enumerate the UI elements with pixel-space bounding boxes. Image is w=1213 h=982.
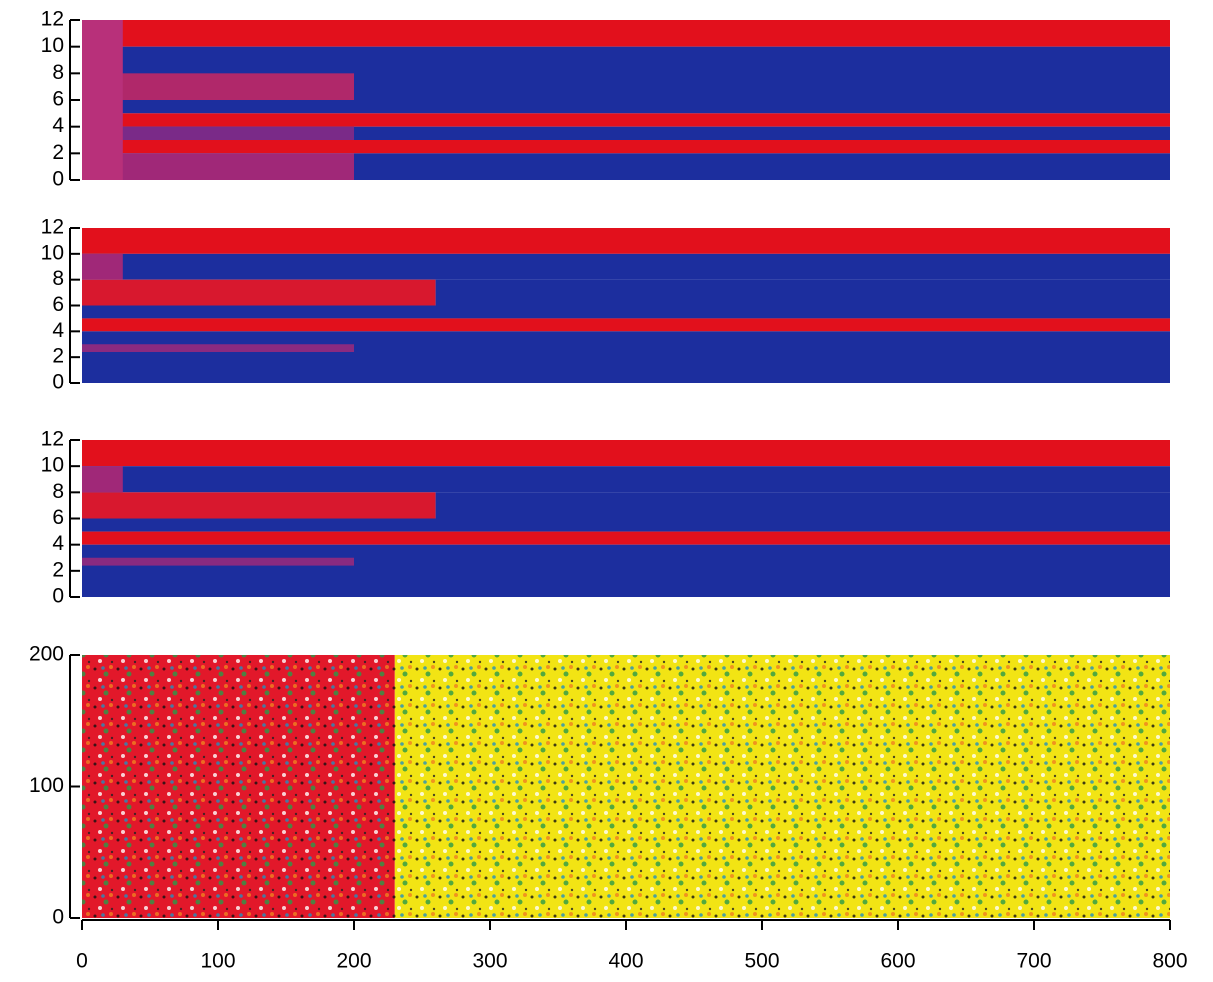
y-tick-label: 200 <box>29 643 64 666</box>
heat-cell <box>82 73 354 100</box>
x-tick-label: 200 <box>336 950 371 973</box>
heat-cell <box>82 279 436 306</box>
heat-cell <box>109 126 354 140</box>
heat-cell <box>82 544 1170 597</box>
y-tick-label: 6 <box>52 506 64 529</box>
x-tick-label: 0 <box>76 950 88 973</box>
y-tick-label: 4 <box>52 114 64 137</box>
heat-cell <box>82 305 1170 319</box>
heat-cell <box>82 557 354 566</box>
y-tick-label: 2 <box>52 345 64 368</box>
y-tick-label: 10 <box>41 34 64 57</box>
heat-cell <box>82 153 354 180</box>
y-tick-label: 12 <box>41 216 64 239</box>
heat-cell <box>82 318 1170 332</box>
x-tick-label: 400 <box>608 950 643 973</box>
y-tick-label: 8 <box>52 480 64 503</box>
y-tick-label: 4 <box>52 319 64 342</box>
y-tick-label: 12 <box>41 8 64 31</box>
x-tick-label: 600 <box>880 950 915 973</box>
heat-cell <box>82 466 1170 493</box>
heat-cell <box>82 20 123 180</box>
heat-cell <box>82 228 1170 254</box>
x-tick-label: 300 <box>472 950 507 973</box>
y-tick-label: 12 <box>41 428 64 451</box>
y-tick-label: 0 <box>52 168 64 191</box>
heat-cell <box>82 492 436 519</box>
y-tick-label: 2 <box>52 141 64 164</box>
heat-cell <box>435 492 1171 519</box>
heat-cell <box>82 20 1170 47</box>
heat-cell <box>82 344 354 352</box>
y-tick-label: 6 <box>52 88 64 111</box>
heat-cell <box>82 253 123 280</box>
y-tick-label: 8 <box>52 267 64 290</box>
y-tick-label: 0 <box>52 585 64 608</box>
y-tick-label: 0 <box>52 906 64 929</box>
heat-cell <box>82 531 1170 545</box>
heat-cell <box>82 140 1170 154</box>
x-tick-label: 100 <box>200 950 235 973</box>
heat-cell <box>82 518 1170 532</box>
y-tick-label: 6 <box>52 293 64 316</box>
texture <box>82 655 1170 918</box>
y-tick-label: 10 <box>41 454 64 477</box>
heat-cell <box>82 331 1170 383</box>
y-tick-label: 100 <box>29 774 64 797</box>
heat-cell <box>82 253 1170 280</box>
heat-cell <box>435 279 1171 306</box>
heat-cell <box>82 466 123 493</box>
x-tick-label: 800 <box>1152 950 1187 973</box>
heat-cell <box>82 113 1170 127</box>
x-tick-label: 500 <box>744 950 779 973</box>
y-tick-label: 8 <box>52 61 64 84</box>
y-tick-label: 0 <box>52 371 64 394</box>
y-tick-label: 10 <box>41 241 64 264</box>
heat-cell <box>82 440 1170 467</box>
y-tick-label: 2 <box>52 558 64 581</box>
x-tick-label: 700 <box>1016 950 1051 973</box>
y-tick-label: 4 <box>52 532 64 555</box>
